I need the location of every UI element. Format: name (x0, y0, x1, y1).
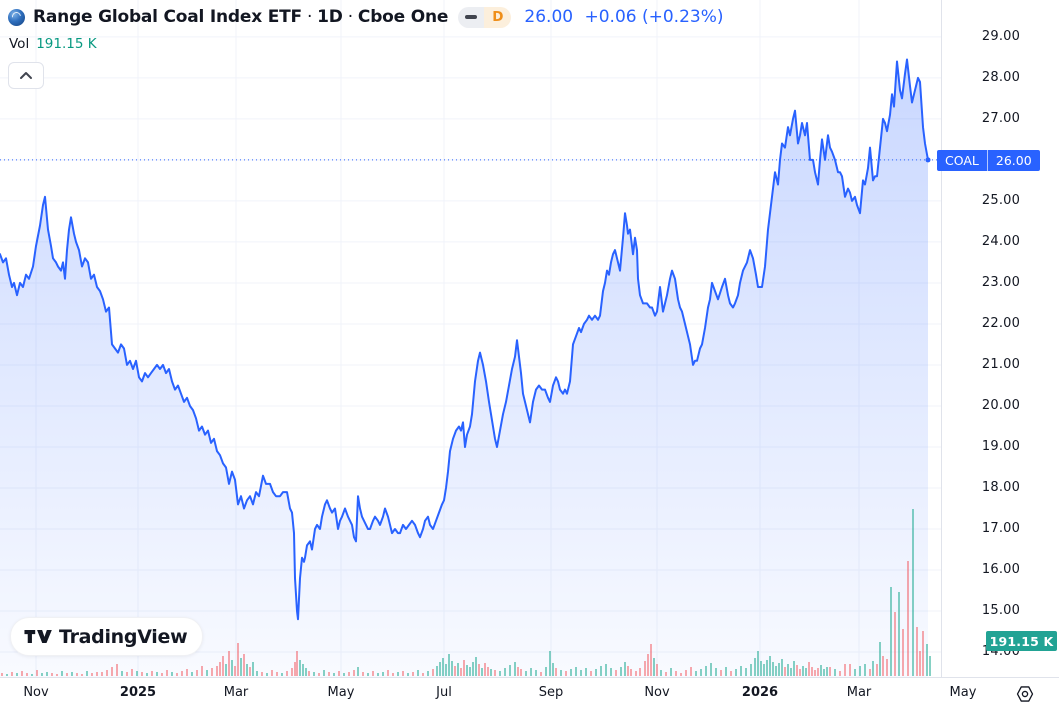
last-price-badge: COAL 26.00 (937, 150, 1040, 171)
volume-badge: 191.15 K (986, 631, 1057, 651)
volume-row: Vol 191.15 K (9, 36, 97, 52)
price-change: +0.06 (+0.23%) (584, 7, 724, 27)
tradingview-logo[interactable]: TradingView (10, 617, 204, 656)
dash-icon (465, 14, 478, 20)
price-tick-label: 27.00 (981, 110, 1021, 126)
price-tick-label: 18.00 (981, 479, 1021, 495)
time-tick-label: May (327, 685, 355, 700)
price-tick-label: 30.00 (942, 0, 1059, 5)
time-tick-label: 2026 (741, 685, 779, 700)
title-separator: · (306, 7, 313, 27)
legend-price: 26.00 +0.06 (+0.23%) (524, 7, 723, 27)
price-axis[interactable]: 30.00 29.00 28.00 27.00 26.00 25.00 24.00 23.00… (941, 0, 1059, 677)
chevron-up-icon (20, 72, 32, 79)
price-chart[interactable] (0, 0, 941, 677)
area-fill (0, 59, 928, 677)
time-tick-label: Sep (538, 685, 564, 700)
time-tick-label: Nov (23, 685, 49, 700)
vol-label: Vol (9, 36, 30, 52)
time-axis[interactable]: Nov 2025 Mar May Jul Sep Nov 2026 Mar May (0, 677, 1059, 708)
price-tick-label: 29.00 (981, 28, 1021, 44)
price-tick-label: 23.00 (981, 274, 1021, 290)
symbol-title[interactable]: Range Global Coal Index ETF · 1D · Cboe One (33, 7, 448, 27)
collapse-legend-button[interactable] (8, 62, 44, 89)
last-price-value: 26.00 (524, 7, 574, 27)
time-tick-label: Mar (223, 685, 249, 700)
time-tick-label: May (949, 685, 977, 700)
interval-label[interactable]: 1D (317, 7, 343, 27)
interval-flag-pill[interactable]: D (458, 6, 512, 28)
time-tick-label: Jul (436, 685, 452, 700)
price-tick-label: 28.00 (981, 69, 1021, 85)
volume-bars (1, 509, 931, 676)
tradingview-mark-icon (24, 629, 52, 644)
vol-value: 191.15 K (36, 36, 97, 52)
price-tick-label: 16.00 (981, 561, 1021, 577)
symbol-name[interactable]: Range Global Coal Index ETF (33, 7, 302, 27)
price-tick-label: 21.00 (981, 356, 1021, 372)
tradingview-brand-text: TradingView (59, 625, 188, 648)
dash-toggle[interactable] (458, 6, 485, 28)
gear-icon (1016, 686, 1034, 702)
time-tick-label: Mar (846, 685, 872, 700)
title-separator: · (347, 7, 353, 27)
price-tick-label: 15.00 (981, 602, 1021, 618)
chart-legend: Range Global Coal Index ETF · 1D · Cboe One … (8, 4, 724, 30)
price-tick-label: 24.00 (981, 233, 1021, 249)
price-tick-label: 22.00 (981, 315, 1021, 331)
price-tick-label: 19.00 (981, 438, 1021, 454)
price-tick-label: 25.00 (981, 192, 1021, 208)
badge-symbol: COAL (945, 153, 979, 168)
symbol-logo-icon (8, 8, 25, 26)
time-tick-label: 2025 (119, 685, 157, 700)
daily-flag[interactable]: D (484, 6, 512, 28)
badge-divider (986, 150, 988, 171)
price-tick-label: 17.00 (981, 520, 1021, 536)
settings-button[interactable] (1012, 683, 1038, 705)
exchange-label[interactable]: Cboe One (357, 7, 449, 27)
last-price-dot (925, 157, 931, 163)
badge-price: 26.00 (995, 153, 1032, 168)
price-tick-label: 20.00 (981, 397, 1021, 413)
time-tick-label: Nov (644, 685, 670, 700)
